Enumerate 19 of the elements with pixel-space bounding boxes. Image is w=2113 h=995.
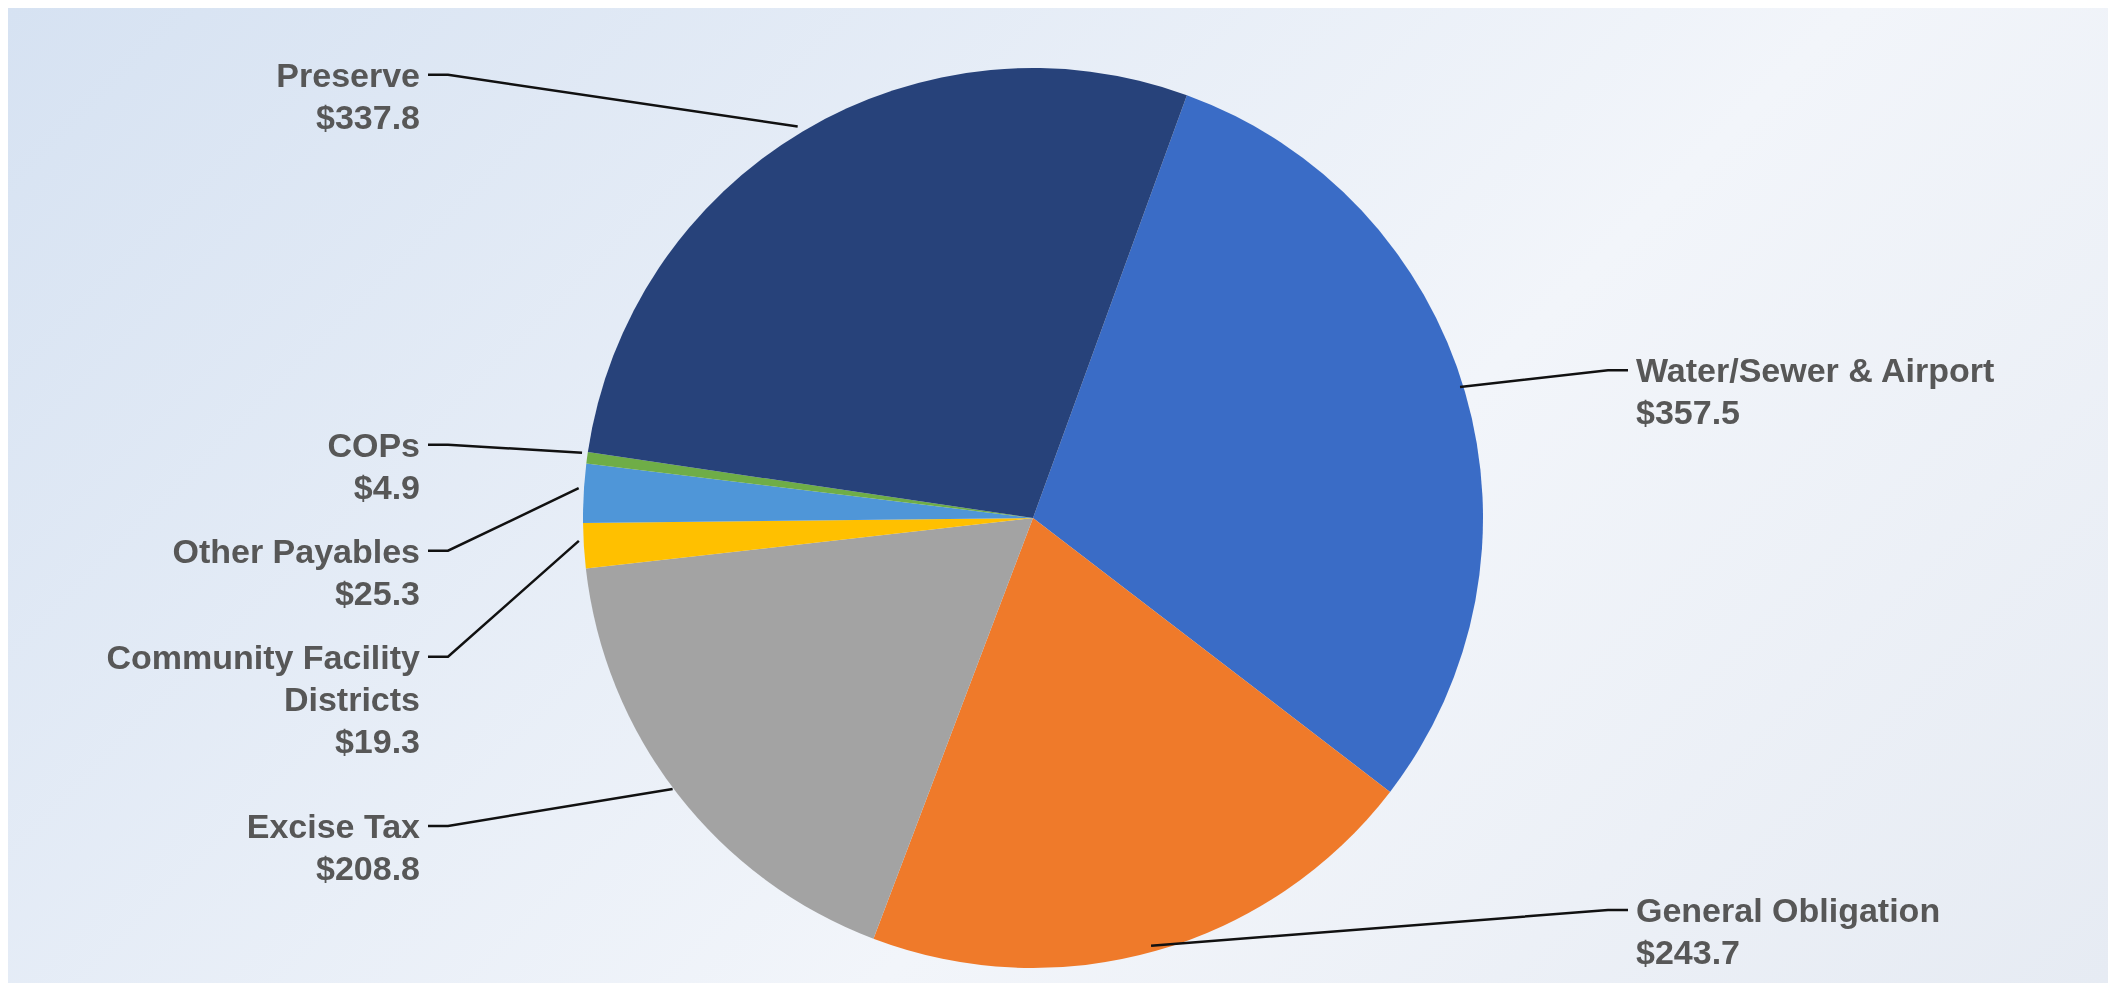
data-label: $19.3 xyxy=(334,721,420,760)
data-label: $25.3 xyxy=(334,573,420,612)
data-label: $337.8 xyxy=(316,97,420,136)
pie-slice xyxy=(873,518,1391,968)
data-label: $357.5 xyxy=(1636,393,1740,432)
pie-slice xyxy=(586,452,1033,518)
pie-slice xyxy=(587,68,1187,518)
slice-label: Community Facility Districts xyxy=(106,637,421,718)
slice-label: Excise Tax xyxy=(246,806,421,845)
slice-label: Other Payables xyxy=(172,531,420,570)
slice-label: COPs xyxy=(327,425,420,464)
pie-slice xyxy=(1033,95,1483,792)
slice-label: General Obligation xyxy=(1636,891,1941,929)
slice-label: Water/Sewer & Airport xyxy=(1636,351,1995,390)
data-label: $208.8 xyxy=(316,848,420,887)
slice-label: Preserve xyxy=(276,55,420,94)
data-label: $243.7 xyxy=(1636,933,1740,971)
data-label: $4.9 xyxy=(353,467,420,506)
pie-slice xyxy=(585,518,1033,939)
